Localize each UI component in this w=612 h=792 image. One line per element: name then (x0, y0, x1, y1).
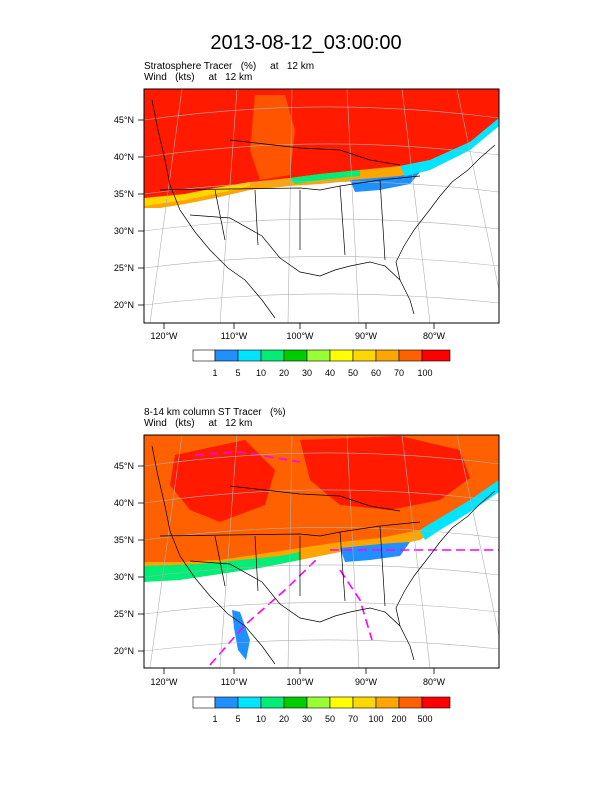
panel2-tracer-blue-streak (232, 610, 250, 660)
panel2-magenta-dashed (194, 451, 499, 666)
panel2-lon-label: 110°W (221, 677, 248, 687)
panel2-colorbar: 1 5 10 20 30 50 70 100 200 500 (192, 696, 451, 724)
panel2-lon-label: 90°W (355, 677, 378, 687)
panel1-lat-label: 40°N (114, 152, 134, 162)
panel1-lat-axis: 45°N 40°N 35°N 30°N 25°N 20°N (114, 115, 144, 310)
panel2-colorbar-label: 100 (368, 714, 383, 724)
panel2-lat-label: 35°N (114, 535, 134, 545)
panel2-tracer-red-core (170, 440, 275, 522)
panel1-tracer-yellow-fringe (144, 182, 250, 206)
panel2-colorbar-label: 50 (325, 714, 335, 724)
panel1-lat-label: 20°N (114, 300, 134, 310)
panel2-subtitle-field: 8-14 km column ST Tracer (%) (144, 407, 286, 418)
panel2-map-area (144, 435, 499, 668)
panel2-colorbar-label: 20 (279, 714, 289, 724)
panel2-map-frame (143, 434, 500, 669)
panel1-colorbar-label: 5 (235, 368, 240, 378)
panel2-lon-label: 80°W (423, 677, 446, 687)
panel2-colorbar-box (375, 696, 400, 709)
panel1-colorbar: 1 5 10 20 30 40 50 60 70 100 (192, 349, 451, 378)
panel2-colorbar-label: 200 (391, 714, 406, 724)
panel2-colorbar-box (214, 696, 239, 709)
panel2-lat-label: 40°N (114, 498, 134, 508)
panel1-lat-label: 35°N (114, 189, 134, 199)
panel2-colorbar-box (260, 696, 285, 709)
panel1-subtitle-field: Stratosphere Tracer (%) at 12 km (144, 61, 315, 72)
panel2-lon-label: 100°W (286, 677, 314, 687)
panel1-map-figure: 45°N 40°N 35°N 30°N 25°N 20°N 120°W 110°… (114, 88, 500, 378)
panel2-lat-axis: 45°N 40°N 35°N 30°N 25°N 20°N (114, 461, 144, 656)
panel1-colorbar-label: 30 (302, 368, 312, 378)
panel1-lon-label: 120°W (150, 331, 178, 341)
panel2-tracer-cyan-fringe (420, 480, 499, 540)
panel1-colorbar-label: 100 (417, 368, 432, 378)
panel1-colorbar-label: 1 (212, 368, 217, 378)
panel2-colorbar-box (329, 696, 354, 709)
panel2-tracer-red-core-east (300, 436, 470, 510)
panel2-colorbar-box (306, 696, 331, 709)
panel1-colorbar-label: 50 (348, 368, 358, 378)
panel1-tracer-cyan-fringe (400, 118, 499, 176)
panel1-tracer-darkorange-patch (250, 95, 295, 180)
panel2-colorbar-box (352, 696, 377, 709)
panel2-colorbar-label: 30 (302, 714, 312, 724)
panel2-colorbar-box (283, 696, 308, 709)
panel2-lat-label: 25°N (114, 609, 134, 619)
panel1-lon-label: 100°W (286, 331, 314, 341)
panel1-coastlines (151, 99, 496, 319)
panel2-lat-label: 45°N (114, 461, 134, 471)
panel2-colorbar-box (237, 696, 262, 709)
panel1-lon-label: 80°W (423, 331, 446, 341)
panel2-tracer-blue-patch (340, 542, 410, 562)
panel2-colorbar-label: 5 (235, 714, 240, 724)
panel1-lon-label: 110°W (221, 331, 248, 341)
panel1-colorbar-box (421, 349, 451, 362)
panel2-colorbar-box (398, 696, 423, 709)
panel1-lat-label: 30°N (114, 226, 134, 236)
panel1-graticule (144, 89, 499, 323)
panel2-colorbar-label: 70 (348, 714, 358, 724)
panel1-tracer-green-fringe (290, 170, 360, 184)
panel1-lon-axis: 120°W 110°W 100°W 90°W 80°W (150, 323, 446, 341)
panel2-lon-label: 120°W (150, 677, 178, 687)
panel1-colorbar-label: 10 (256, 368, 266, 378)
panel2-coastlines (151, 445, 496, 665)
panel1-lon-label: 90°W (355, 331, 378, 341)
panel1-map-frame (143, 88, 500, 324)
panel1-map-area (144, 89, 499, 323)
panel2-tracer-green-fringe (144, 552, 300, 582)
panel1-lat-label: 45°N (114, 115, 134, 125)
panel1-colorbar-label: 20 (279, 368, 289, 378)
panel1-colorbar-label: 40 (325, 368, 335, 378)
panel2-colorbar-label: 1 (212, 714, 217, 724)
panel1-tracer-red-region (144, 89, 499, 198)
panel2-colorbar-label: 500 (417, 714, 432, 724)
panel1-colorbar-label: 70 (394, 368, 404, 378)
panel1-colorbar-label: 60 (371, 368, 381, 378)
panel2-lat-label: 30°N (114, 572, 134, 582)
panel2-colorbar-box (192, 696, 216, 709)
panel2-lon-axis: 120°W 110°W 100°W 90°W 80°W (150, 668, 446, 687)
panel2-colorbar-label: 10 (256, 714, 266, 724)
panel2-subtitle-wind: Wind (kts) at 12 km (144, 418, 253, 429)
figure-title: 2013-08-12_03:00:00 (210, 32, 402, 54)
panel2-lat-label: 20°N (114, 646, 134, 656)
panel1-tracer-blue-patch (350, 172, 420, 192)
panel2-colorbar-box (421, 696, 451, 709)
panel1-subtitle-wind: Wind (kts) at 12 km (144, 72, 253, 83)
panel1-lat-label: 25°N (114, 263, 134, 273)
